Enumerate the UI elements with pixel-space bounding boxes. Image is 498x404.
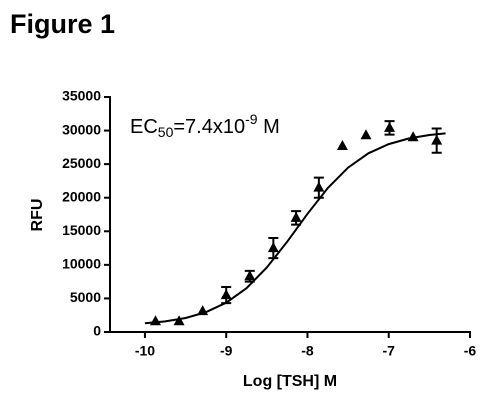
y-tick-label: 20000	[62, 188, 101, 204]
data-point	[197, 305, 209, 316]
annotation: EC50=7.4x10-9 M	[130, 111, 280, 140]
data-point	[150, 315, 162, 326]
data-point	[407, 131, 419, 142]
y-tick-label: 30000	[62, 121, 101, 137]
x-tick-label: -6	[464, 343, 477, 359]
x-axis-label: Log [TSH] M	[243, 373, 337, 390]
annotation-sup: -9	[245, 111, 258, 127]
y-axis-label: RFU	[29, 199, 46, 232]
annotation-mid: =7.4x10	[173, 116, 245, 138]
data-point	[431, 134, 443, 145]
data-point	[267, 242, 279, 253]
annotation-sub: 50	[158, 124, 174, 140]
x-tick-label: -8	[301, 343, 314, 359]
data-point	[336, 140, 348, 151]
y-tick-label: 35000	[62, 88, 101, 104]
x-tick-label: -7	[383, 343, 396, 359]
annotation-text: EC	[130, 116, 158, 138]
data-point	[290, 211, 302, 222]
y-tick-label: 25000	[62, 155, 101, 171]
data-point	[384, 121, 396, 132]
y-tick-label: 10000	[62, 256, 101, 272]
data-point	[220, 289, 232, 300]
data-point	[173, 315, 185, 326]
chart-title: Figure 1	[10, 9, 115, 39]
fit-curve	[144, 132, 446, 325]
data-point	[244, 270, 256, 281]
data-point	[313, 181, 325, 192]
y-tick-label: 15000	[62, 222, 101, 238]
x-tick-label: -9	[220, 343, 233, 359]
y-tick-label: 0	[93, 323, 101, 339]
annotation-end: M	[258, 116, 280, 138]
y-tick-label: 5000	[70, 289, 101, 305]
data-point	[360, 129, 372, 140]
x-tick-label: -10	[135, 343, 155, 359]
